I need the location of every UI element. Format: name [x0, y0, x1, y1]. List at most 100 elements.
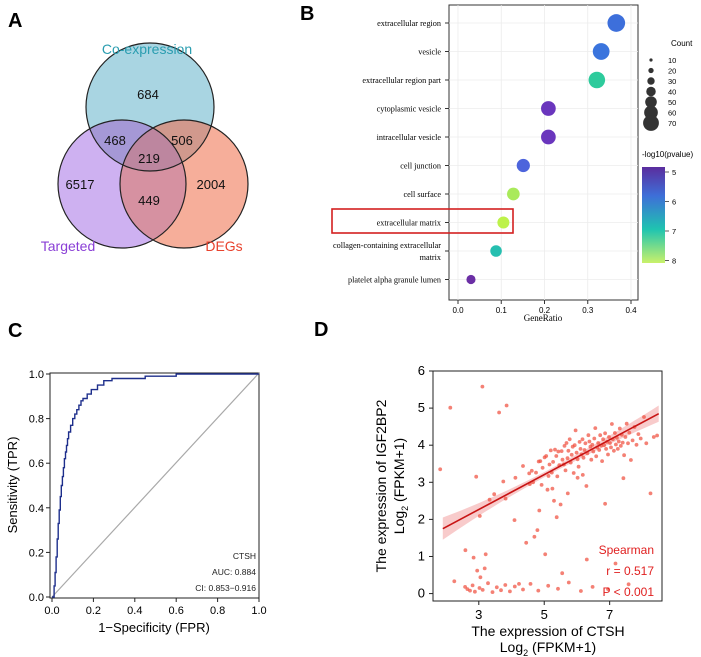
scatter-point [528, 582, 533, 586]
scatter-point [477, 514, 482, 518]
dotplot-dot [497, 216, 510, 229]
venn-set-label-targeted: Targeted [41, 238, 95, 254]
scatter-point [480, 588, 485, 592]
scatter-point [642, 415, 646, 419]
scatter-point [567, 437, 572, 442]
scatter-point [604, 447, 608, 451]
scatter-point [587, 439, 592, 444]
size-legend-label: 30 [668, 77, 676, 86]
scatter-point [540, 465, 545, 470]
scatter-point [574, 450, 579, 455]
venn-set-label-degs: DEGs [205, 238, 242, 254]
roc-x-tick-label: 0.2 [86, 605, 101, 617]
scatter-point [576, 464, 581, 469]
size-legend-label: 50 [668, 98, 676, 107]
scatter-point [475, 568, 480, 573]
scatter-point [634, 442, 639, 447]
scatter-point [474, 474, 479, 479]
scatter-point [558, 502, 563, 507]
dotplot-x-axis: 0.0 0.1 0.2 0.3 0.4 [452, 300, 637, 315]
dotplot-term-label: extracellular region [377, 19, 441, 28]
scatter-y-tick-label: 0 [418, 586, 425, 601]
scatter-point [566, 448, 571, 453]
scatter-point [577, 440, 582, 444]
scatter-point [566, 580, 571, 585]
scatter-point [560, 457, 565, 462]
scatter-point [486, 581, 490, 586]
size-legend-title: Count [671, 39, 693, 48]
scatter-x-axis: 3 5 7 [475, 601, 613, 622]
scatter-point [532, 534, 537, 539]
scatter-point [517, 582, 521, 586]
scatter-point [580, 437, 585, 442]
scatter-point [563, 468, 568, 473]
scatter-plot-frame [432, 370, 663, 602]
scatter-point [546, 583, 551, 588]
scatter-point [554, 515, 559, 520]
size-legend-dot [646, 86, 656, 97]
venn-overlap-tint-3 [120, 120, 186, 248]
scatter-y-tick-label: 6 [418, 363, 425, 378]
roc-x-tick-label: 0.0 [44, 605, 59, 617]
scatter-point [503, 496, 508, 501]
scatter-point [621, 476, 626, 481]
spearman-p-value: P < 0.001 [603, 585, 655, 599]
roc-annotation-ci: CI: 0.853−0.916 [195, 583, 256, 593]
scatter-point [477, 586, 482, 590]
scatter-point [575, 457, 580, 462]
dotplot-x-tick-label: 0.2 [539, 306, 551, 315]
roc-y-tick-label: 0.0 [29, 592, 44, 604]
scatter-point [548, 448, 553, 453]
scatter-point [535, 528, 540, 532]
scatter-point [555, 474, 560, 479]
scatter-point [602, 443, 606, 448]
scatter-point [638, 436, 643, 441]
scatter-point [470, 583, 475, 588]
dotplot-dots [466, 14, 626, 285]
venn-count-co-deg: 506 [171, 133, 193, 148]
venn-count-all: 219 [138, 151, 160, 166]
scatter-point [612, 448, 616, 453]
spearman-method-label: Spearman [599, 543, 654, 557]
size-legend-label: 40 [668, 88, 676, 97]
scatter-point [490, 590, 495, 594]
scatter-point [626, 582, 631, 587]
dotplot-term-label: vesicle [418, 48, 441, 57]
venn-set-label-co-expression: Co-expression [102, 41, 192, 57]
panel-label-c: C [8, 320, 22, 342]
roc-y-tick-label: 1.0 [29, 369, 44, 381]
scatter-point [603, 501, 607, 506]
venn-count-tg-only: 6517 [66, 177, 95, 192]
dotplot-term-label: platelet alpha granule lumen [348, 276, 441, 285]
scatter-point [501, 479, 506, 484]
scatter-y-tick-label: 3 [418, 474, 425, 489]
scatter-point [492, 492, 497, 497]
scatter-x-tick-label: 7 [606, 607, 613, 622]
regression-line [442, 412, 660, 530]
scatter-point [603, 431, 607, 436]
scatter-point [578, 447, 583, 451]
scatter-point [438, 467, 443, 472]
scatter-point [573, 428, 578, 433]
scatter-point [627, 430, 632, 435]
scatter-point [606, 452, 610, 457]
scatter-point [543, 552, 548, 557]
roc-annotation-auc: AUC: 0.884 [212, 567, 256, 577]
scatter-point [471, 555, 476, 560]
roc-x-tick-label: 0.6 [169, 605, 184, 617]
scatter-point [572, 443, 577, 448]
dotplot-term-label-line1: collagen-containing extracellular [333, 241, 441, 250]
scatter-point [629, 458, 633, 462]
scatter-point [545, 487, 550, 492]
scatter-point [616, 439, 621, 444]
dotplot-dot [541, 129, 556, 145]
scatter-point [565, 491, 570, 496]
scatter-point [452, 579, 457, 584]
scatter-point [648, 491, 653, 496]
scatter-point [613, 431, 617, 435]
size-legend-dot [645, 96, 657, 108]
scatter-x-axis-title: The expression of CTSH [471, 623, 624, 639]
scatter-point [600, 459, 604, 463]
size-legend-label: 10 [668, 56, 676, 65]
size-legend-label: 60 [668, 109, 676, 118]
